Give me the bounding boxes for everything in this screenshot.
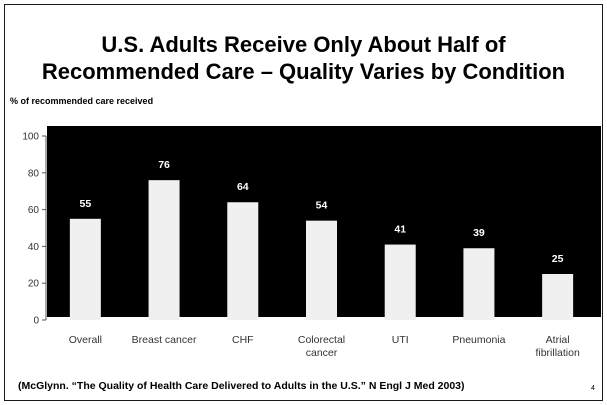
source-citation: (McGlynn. “The Quality of Health Care De… (18, 380, 465, 392)
y-tick-label: 20 (28, 279, 40, 290)
y-tick-label: 60 (28, 205, 40, 216)
y-tick-label: 40 (28, 242, 40, 253)
y-axis-label: % of recommended care received (10, 96, 154, 106)
x-tick-label: CHF (232, 334, 254, 346)
x-tick-label: Pneumonia (452, 334, 505, 346)
bar (69, 218, 101, 320)
page-number: 4 (591, 385, 595, 392)
data-label: 41 (394, 224, 406, 236)
slide-title: U.S. Adults Receive Only About Half of R… (0, 31, 607, 85)
title-line-1: U.S. Adults Receive Only About Half of (101, 32, 506, 57)
data-label: 25 (552, 253, 564, 265)
x-tick-label: Breast cancer (132, 334, 197, 346)
x-tick-label: UTI (392, 334, 409, 346)
bar (227, 202, 259, 320)
x-tick-label: Colorectal (298, 334, 345, 346)
data-label: 55 (80, 198, 92, 210)
data-label: 76 (158, 159, 170, 171)
x-tick-label: Atrial (546, 334, 570, 346)
bar (148, 180, 180, 320)
title-line-2: Recommended Care – Quality Varies by Con… (41, 59, 566, 84)
data-label: 39 (473, 227, 485, 239)
x-tick-label: cancer (306, 347, 338, 359)
slide-frame (4, 4, 603, 401)
bar (463, 248, 495, 320)
y-tick-label: 0 (33, 316, 39, 327)
bar (384, 244, 416, 320)
x-tick-label: Overall (69, 334, 102, 346)
x-tick-label: fibrillation (535, 347, 580, 359)
y-tick-label: 80 (28, 168, 40, 179)
bar (542, 274, 574, 320)
y-tick-label: 100 (22, 132, 39, 143)
data-label: 54 (316, 200, 328, 212)
data-label: 64 (237, 181, 249, 193)
bar (306, 220, 337, 320)
